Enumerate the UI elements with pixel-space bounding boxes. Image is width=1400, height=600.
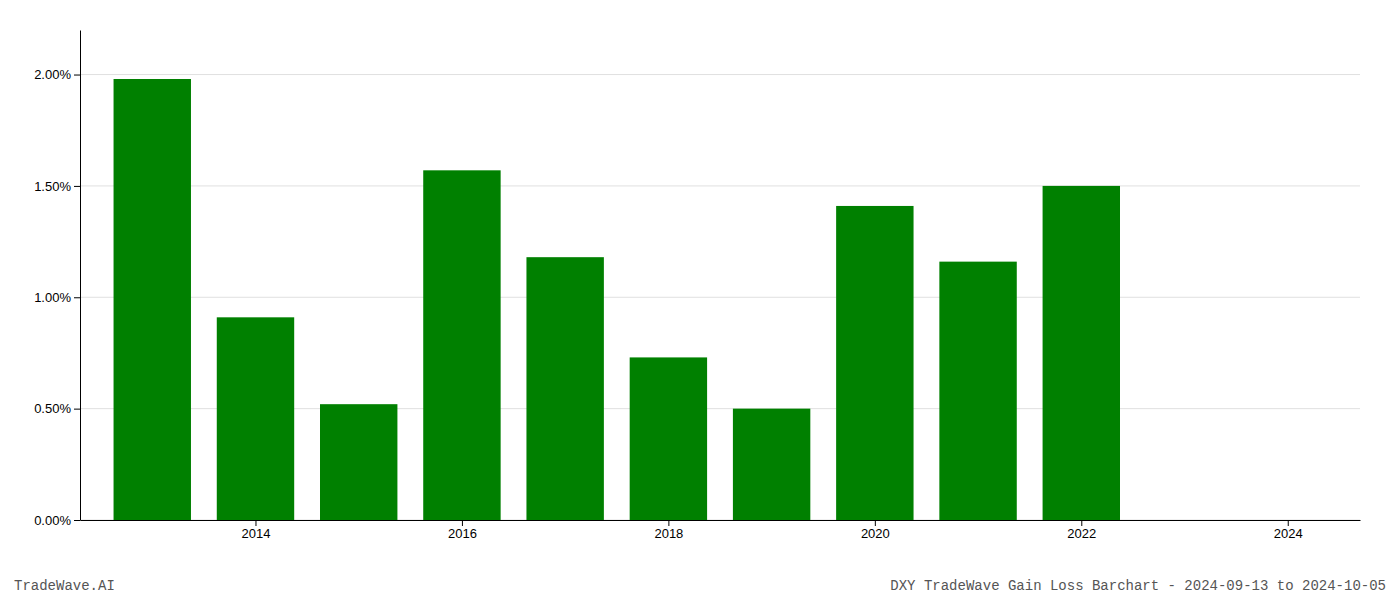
tick: 2016 — [448, 520, 477, 541]
tick: 1.50% — [34, 179, 80, 194]
bar — [526, 257, 603, 520]
bar — [733, 409, 810, 520]
title: DXY TradeWave Gain Loss Barchart - 2024-… — [890, 578, 1386, 594]
tick-label: 2018 — [654, 526, 683, 541]
tick: 2020 — [861, 520, 890, 541]
tick-label: 2020 — [861, 526, 890, 541]
tick-mark — [255, 520, 256, 526]
grid-line — [80, 185, 1360, 186]
bar — [320, 404, 397, 520]
axis-line — [81, 520, 1361, 521]
tick-mark — [668, 520, 669, 526]
tick-label: 0.00% — [34, 513, 71, 528]
tick-mark — [74, 75, 80, 76]
tick-mark — [462, 520, 463, 526]
tick-mark — [74, 520, 80, 521]
tick: 0.00% — [34, 513, 80, 528]
grid-line — [80, 74, 1360, 75]
bar — [630, 357, 707, 520]
tick-label: 2016 — [448, 526, 477, 541]
bar — [217, 317, 294, 520]
bar — [1146, 520, 1223, 521]
bar — [939, 262, 1016, 520]
tick-label: 2.00% — [34, 67, 71, 82]
tick: 2024 — [1274, 520, 1303, 541]
tick-label: 1.50% — [34, 179, 71, 194]
tick-label: 2024 — [1274, 526, 1303, 541]
grid — [80, 75, 1360, 520]
tick-mark — [875, 520, 876, 526]
plot: 0.00% 0.50% 1.00% 1.50% 2.00% 2014 2016 2018 202… — [34, 31, 1360, 542]
axis-line — [80, 31, 81, 521]
tick: 2022 — [1067, 520, 1096, 541]
y-axis: 0.00% 0.50% 1.00% 1.50% 2.00% — [34, 31, 80, 528]
tick: 2.00% — [34, 67, 80, 82]
chart: 0.00% 0.50% 1.00% 1.50% 2.00% 2014 2016 2018 202… — [0, 0, 1400, 600]
tick-label: 1.00% — [34, 290, 71, 305]
tick-mark — [1288, 520, 1289, 526]
tick: 0.50% — [34, 401, 80, 416]
bar — [423, 170, 500, 520]
tick: 2014 — [242, 520, 271, 541]
watermark: TradeWave.AI — [14, 578, 115, 594]
tick-label: 2022 — [1067, 526, 1096, 541]
tick-mark — [74, 297, 80, 298]
bars — [114, 79, 1120, 520]
grid-line — [80, 297, 1360, 298]
bar — [836, 206, 913, 520]
bar — [1043, 186, 1120, 520]
tick-mark — [74, 409, 80, 410]
tick-label: 2014 — [242, 526, 271, 541]
tick-label: 0.50% — [34, 401, 71, 416]
bar — [114, 79, 191, 520]
x-axis: 2014 2016 2018 2020 2022 2024 — [81, 520, 1361, 541]
tick-mark — [74, 186, 80, 187]
tick: 1.00% — [34, 290, 80, 305]
tick-mark — [1081, 520, 1082, 526]
tick: 2018 — [654, 520, 683, 541]
